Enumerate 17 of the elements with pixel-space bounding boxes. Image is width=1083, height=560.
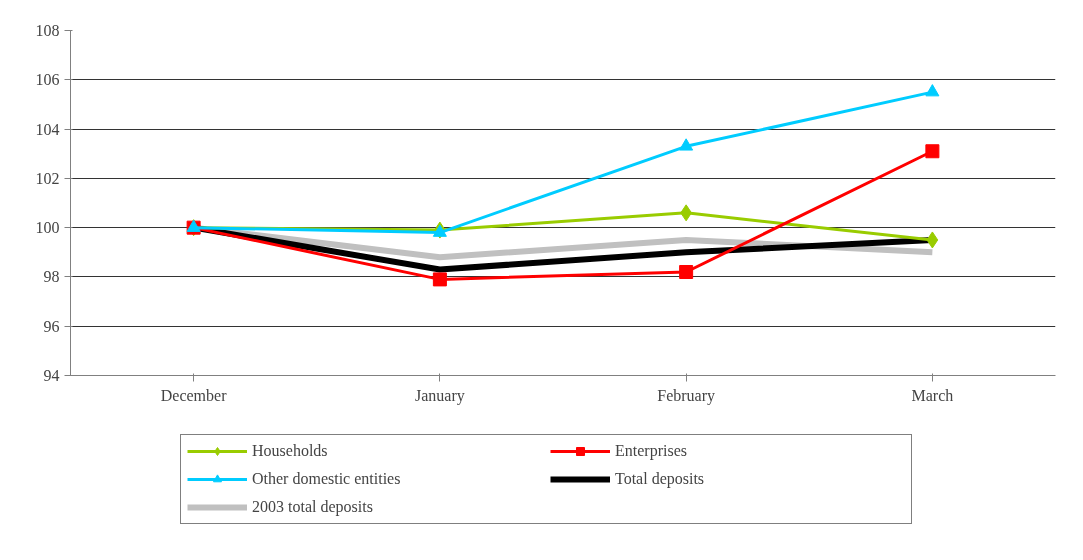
y-tick-label: 94 — [43, 367, 60, 384]
x-tick-label: March — [911, 386, 954, 404]
x-tick-label: December — [160, 386, 228, 404]
y-tick-label: 104 — [35, 120, 60, 138]
y-tick-label: 108 — [35, 22, 60, 39]
y-tick-label: 100 — [35, 219, 60, 237]
y-tick-label: 106 — [35, 71, 60, 89]
x-tick-label: February — [657, 386, 716, 405]
legend-label: Households — [252, 441, 329, 461]
y-tick-label: 96 — [43, 317, 60, 335]
legend-label: 2003 total deposits — [252, 497, 374, 517]
x-tick-label: January — [415, 386, 465, 405]
y-tick-label: 98 — [43, 268, 60, 286]
legend-label: Total deposits — [615, 469, 706, 489]
legend-label: Other domestic entities — [252, 469, 402, 489]
legend-label: Enterprises — [615, 441, 688, 461]
y-tick-label: 102 — [35, 169, 60, 187]
